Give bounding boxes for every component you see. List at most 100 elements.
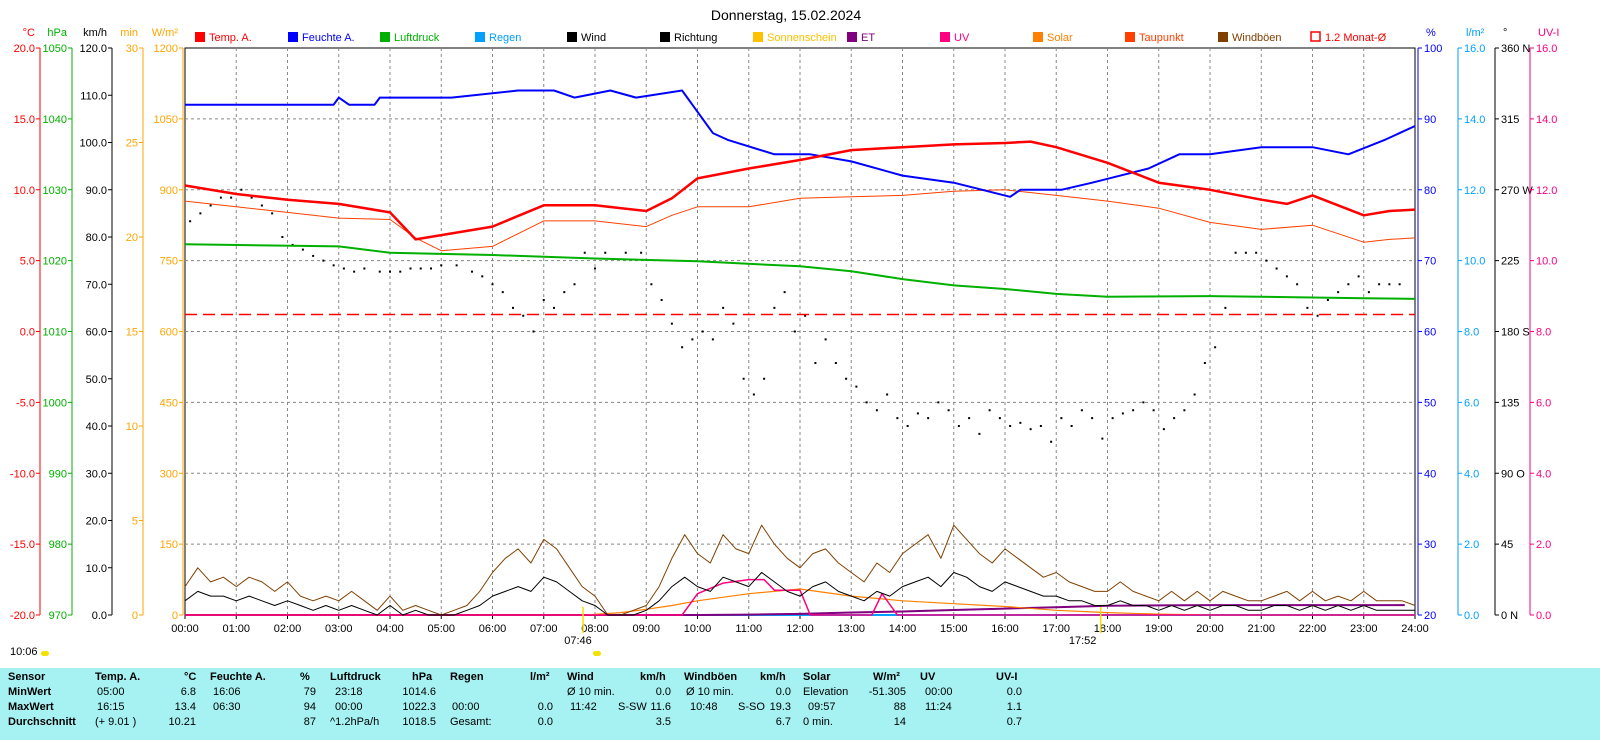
x-tick-label: 03:00: [325, 623, 353, 635]
temp-unit: °C: [184, 671, 197, 683]
left-axis-tick-label: 50.0: [86, 374, 107, 386]
direction-dot: [968, 417, 971, 420]
left-axis-tick-label: 10.0: [14, 185, 35, 197]
left-axis-tick-label: -5.0: [16, 397, 35, 409]
temp-min-time: 05:00: [97, 686, 125, 698]
direction-dot: [532, 330, 535, 333]
gust-unit: km/h: [760, 671, 786, 683]
right-axis-tick-label: 60: [1424, 327, 1436, 339]
direction-dot: [1367, 291, 1370, 294]
daylength-sun-icon: [40, 651, 49, 656]
right-axis-tick-label: 270 W: [1501, 185, 1533, 197]
direction-dot: [481, 275, 484, 278]
direction-dot: [1388, 283, 1391, 286]
wind-min-label: Ø 10 min.: [567, 686, 615, 698]
left-axis-tick-label: 20.0: [14, 43, 35, 55]
direction-dot: [563, 291, 566, 294]
right-axis-tick-label: 0 N: [1501, 610, 1518, 622]
left-axis-tick-label: -10.0: [10, 468, 35, 480]
direction-dot: [896, 417, 899, 420]
x-tick-label: 19:00: [1145, 623, 1173, 635]
gust-max-value: 19.3: [769, 701, 791, 713]
right-axis-tick-label: 0.0: [1464, 610, 1479, 622]
pressure-unit: hPa: [412, 671, 433, 683]
summary-panel: Sensor MinWert MaxWert Durchschnitt Temp…: [0, 668, 1600, 740]
right-axis-tick-label: 40: [1424, 468, 1436, 480]
right-axis-tick-label: 45: [1501, 539, 1513, 551]
right-axis-tick-label: 8.0: [1464, 327, 1479, 339]
direction-dot: [604, 251, 607, 254]
direction-dot: [763, 377, 766, 380]
direction-dot: [793, 330, 796, 333]
series-line-uv: [185, 578, 1415, 616]
temp-avg-value: 10.21: [168, 716, 196, 728]
right-axis-unit: UV-I: [1538, 27, 1559, 39]
chart-title: Donnerstag, 15.02.2024: [711, 7, 861, 23]
x-tick-label: 16:00: [991, 623, 1019, 635]
left-axis-tick-label: 15: [126, 327, 138, 339]
x-tick-label: 05:00: [427, 623, 455, 635]
x-tick-label: 20:00: [1196, 623, 1224, 635]
direction-dot: [378, 270, 381, 273]
direction-dot: [301, 248, 304, 251]
direction-dot: [1101, 437, 1104, 440]
direction-dot: [1050, 440, 1053, 443]
uv-header: UV: [920, 671, 936, 683]
gust-max-time: 10:48: [690, 701, 718, 713]
direction-dot: [419, 267, 422, 270]
legend-label: Regen: [489, 32, 521, 44]
direction-dot: [1337, 291, 1340, 294]
direction-dot: [1265, 259, 1268, 262]
right-axis-unit: l/m²: [1466, 27, 1485, 39]
right-axis-tick-label: 12.0: [1464, 185, 1485, 197]
direction-dot: [1347, 283, 1350, 286]
left-axis-tick-label: 1050: [154, 114, 178, 126]
gust-avg-value: 6.7: [775, 716, 791, 728]
x-tick-label: 13:00: [837, 623, 865, 635]
legend-swatch: [380, 32, 390, 42]
solar-minutes-label: 0 min.: [803, 716, 833, 728]
direction-dot: [322, 259, 325, 262]
left-axis-unit: hPa: [47, 27, 67, 39]
gust-max-direction: S-SO: [738, 701, 765, 713]
x-tick-label: 22:00: [1299, 623, 1327, 635]
direction-dot: [1039, 425, 1042, 427]
humidity-max-time: 06:30: [213, 701, 241, 713]
direction-dot: [332, 264, 335, 267]
x-tick-label: 23:00: [1350, 623, 1378, 635]
uv-max-time: 11:24: [925, 701, 952, 713]
right-axis-tick-label: 100: [1424, 43, 1442, 55]
x-tick-label: 06:00: [479, 623, 507, 635]
direction-dot: [624, 251, 627, 254]
legend-label: Sonnenschein: [767, 32, 837, 44]
left-axis-tick-label: 300: [160, 468, 178, 480]
legend-swatch: [475, 32, 485, 42]
direction-dot: [988, 409, 991, 412]
direction-dot: [1316, 314, 1319, 317]
right-axis-tick-label: 70: [1424, 256, 1436, 268]
series-line-et: [185, 604, 1405, 616]
direction-dot: [594, 267, 596, 270]
row-label-avg: Durchschnitt: [8, 716, 76, 728]
rain-max-value: 0.0: [537, 701, 553, 713]
daylength-label: 10:06: [10, 646, 49, 658]
legend-label: Luftdruck: [394, 32, 440, 44]
legend-label: UV: [954, 32, 970, 44]
left-axis-unit: min: [120, 27, 138, 39]
direction-dot: [998, 417, 1001, 420]
left-axis-tick-label: 1030: [43, 185, 67, 197]
temp-header: Temp. A.: [95, 671, 141, 683]
left-axis-tick-label: 5: [132, 516, 138, 528]
legend-label: ET: [861, 32, 875, 44]
sunset-label: 17:52: [1069, 635, 1097, 647]
humidity-min-value: 79: [303, 686, 316, 698]
x-tick-label: 02:00: [274, 623, 302, 635]
direction-dot: [711, 338, 714, 341]
right-axis-tick-label: 2.0: [1464, 539, 1479, 551]
right-axis-tick-label: 80: [1424, 185, 1436, 197]
direction-dot: [1121, 412, 1124, 415]
wind-max-time: 11:42: [570, 701, 597, 713]
right-axis-tick-label: 12.0: [1536, 185, 1557, 197]
x-tick-label: 01:00: [222, 623, 250, 635]
temp-max-time: 16:15: [97, 701, 125, 713]
